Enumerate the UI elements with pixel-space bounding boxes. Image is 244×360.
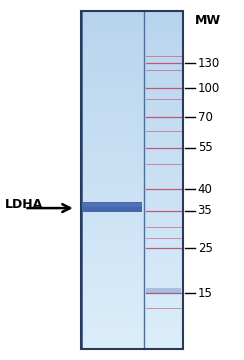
Bar: [81, 282, 183, 286]
Bar: [81, 206, 183, 210]
Bar: [81, 218, 183, 222]
Bar: [81, 337, 183, 341]
Text: 70: 70: [198, 111, 213, 123]
Bar: [81, 134, 183, 138]
Bar: [81, 142, 183, 146]
Bar: [81, 172, 183, 176]
Bar: [81, 265, 183, 269]
Bar: [81, 100, 183, 104]
Bar: [81, 74, 183, 78]
Bar: [81, 28, 183, 32]
Bar: [81, 125, 183, 129]
Bar: [81, 112, 183, 117]
Bar: [81, 49, 183, 53]
Bar: [81, 307, 183, 311]
Bar: [81, 117, 183, 121]
Bar: [81, 146, 183, 150]
Bar: [81, 303, 183, 307]
Bar: [81, 214, 183, 218]
Bar: [81, 239, 183, 243]
Bar: [81, 108, 183, 112]
Bar: [81, 193, 183, 197]
Bar: [81, 294, 183, 298]
Bar: [81, 252, 183, 256]
Bar: [81, 286, 183, 290]
Text: 55: 55: [198, 141, 212, 154]
Bar: [81, 11, 183, 349]
Bar: [81, 248, 183, 252]
Text: 35: 35: [198, 204, 212, 217]
Bar: [81, 11, 183, 15]
Bar: [81, 62, 183, 66]
Bar: [81, 15, 183, 19]
Bar: [81, 184, 183, 189]
Bar: [81, 273, 183, 277]
Bar: [81, 277, 183, 282]
Bar: [81, 260, 183, 265]
Text: 130: 130: [198, 57, 220, 69]
Bar: [81, 226, 183, 231]
Bar: [81, 320, 183, 324]
Bar: [81, 231, 183, 235]
Bar: [81, 40, 183, 45]
Text: LDHA: LDHA: [5, 198, 43, 211]
Bar: [81, 311, 183, 315]
Bar: [81, 324, 183, 328]
Bar: [81, 345, 183, 349]
Text: 100: 100: [198, 82, 220, 95]
Bar: [81, 159, 183, 163]
Bar: [81, 256, 183, 260]
Bar: [81, 87, 183, 91]
Bar: [81, 36, 183, 40]
Bar: [81, 155, 183, 159]
Text: 40: 40: [198, 183, 213, 195]
Bar: [81, 269, 183, 273]
Bar: [81, 167, 183, 172]
Bar: [81, 235, 183, 239]
Bar: [81, 298, 183, 303]
Bar: [81, 222, 183, 226]
Bar: [81, 66, 183, 70]
Bar: [81, 163, 183, 167]
Bar: [81, 180, 183, 184]
Text: 15: 15: [198, 287, 213, 300]
Bar: [81, 23, 183, 28]
Bar: [81, 32, 183, 36]
Bar: [81, 70, 183, 74]
Bar: [81, 91, 183, 95]
Bar: [81, 19, 183, 23]
Bar: [81, 57, 183, 62]
Bar: [81, 121, 183, 125]
Bar: [81, 243, 183, 248]
Bar: [81, 341, 183, 345]
Bar: [81, 176, 183, 180]
Bar: [81, 104, 183, 108]
Bar: [81, 95, 183, 100]
Text: MW: MW: [195, 14, 221, 27]
Bar: [81, 138, 183, 142]
Bar: [83, 202, 142, 212]
Bar: [81, 78, 183, 83]
Text: 25: 25: [198, 242, 213, 255]
Bar: [81, 189, 183, 193]
Bar: [81, 210, 183, 214]
Bar: [81, 201, 183, 205]
Bar: [81, 150, 183, 155]
Bar: [81, 53, 183, 57]
Bar: [81, 315, 183, 320]
Bar: [81, 328, 183, 332]
Bar: [81, 129, 183, 134]
Bar: [83, 203, 142, 207]
Bar: [81, 290, 183, 294]
Bar: [81, 83, 183, 87]
Bar: [81, 332, 183, 337]
Bar: [146, 288, 181, 294]
Bar: [81, 45, 183, 49]
Bar: [81, 197, 183, 201]
